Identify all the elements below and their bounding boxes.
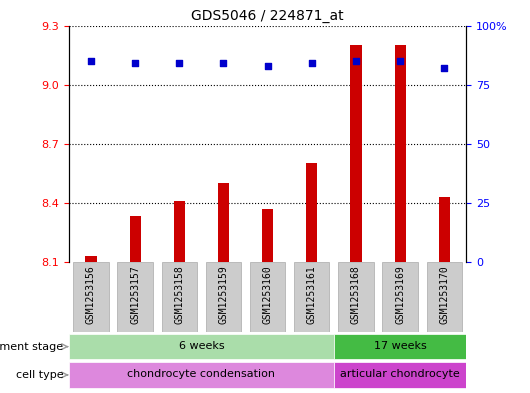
FancyBboxPatch shape <box>338 262 374 332</box>
Point <box>219 60 228 66</box>
Point <box>175 60 183 66</box>
Point <box>263 62 272 69</box>
Bar <box>85 256 96 262</box>
Text: GSM1253170: GSM1253170 <box>439 265 449 324</box>
FancyBboxPatch shape <box>73 262 109 332</box>
Bar <box>174 201 185 262</box>
Text: cell type: cell type <box>16 370 64 380</box>
Point <box>131 60 139 66</box>
Bar <box>218 183 229 262</box>
FancyBboxPatch shape <box>206 262 241 332</box>
Text: 17 weeks: 17 weeks <box>374 341 427 351</box>
Bar <box>350 45 361 262</box>
FancyBboxPatch shape <box>69 362 334 387</box>
Bar <box>262 209 273 262</box>
FancyBboxPatch shape <box>118 262 153 332</box>
Text: 6 weeks: 6 weeks <box>179 341 224 351</box>
Text: ■: ■ <box>80 391 91 393</box>
FancyBboxPatch shape <box>250 262 285 332</box>
Bar <box>395 45 405 262</box>
Text: GSM1253159: GSM1253159 <box>218 265 228 324</box>
FancyBboxPatch shape <box>294 262 330 332</box>
Title: GDS5046 / 224871_at: GDS5046 / 224871_at <box>191 9 344 23</box>
Text: GSM1253157: GSM1253157 <box>130 265 140 324</box>
Point <box>87 58 95 64</box>
FancyBboxPatch shape <box>383 262 418 332</box>
Text: development stage: development stage <box>0 342 64 352</box>
Text: GSM1253161: GSM1253161 <box>307 265 317 324</box>
FancyBboxPatch shape <box>427 262 462 332</box>
FancyBboxPatch shape <box>69 334 334 359</box>
Text: GSM1253158: GSM1253158 <box>174 265 184 324</box>
Text: chondrocyte condensation: chondrocyte condensation <box>127 369 276 379</box>
Point <box>396 58 404 64</box>
FancyBboxPatch shape <box>334 334 466 359</box>
Text: GSM1253156: GSM1253156 <box>86 265 96 324</box>
Text: GSM1253169: GSM1253169 <box>395 265 405 324</box>
Text: GSM1253168: GSM1253168 <box>351 265 361 324</box>
Point <box>352 58 360 64</box>
FancyBboxPatch shape <box>334 362 466 387</box>
Text: articular chondrocyte: articular chondrocyte <box>340 369 460 379</box>
Point <box>307 60 316 66</box>
Bar <box>130 217 140 262</box>
Text: GSM1253160: GSM1253160 <box>263 265 272 324</box>
Bar <box>439 197 450 262</box>
Point <box>440 65 448 71</box>
Bar <box>306 163 317 262</box>
FancyBboxPatch shape <box>162 262 197 332</box>
